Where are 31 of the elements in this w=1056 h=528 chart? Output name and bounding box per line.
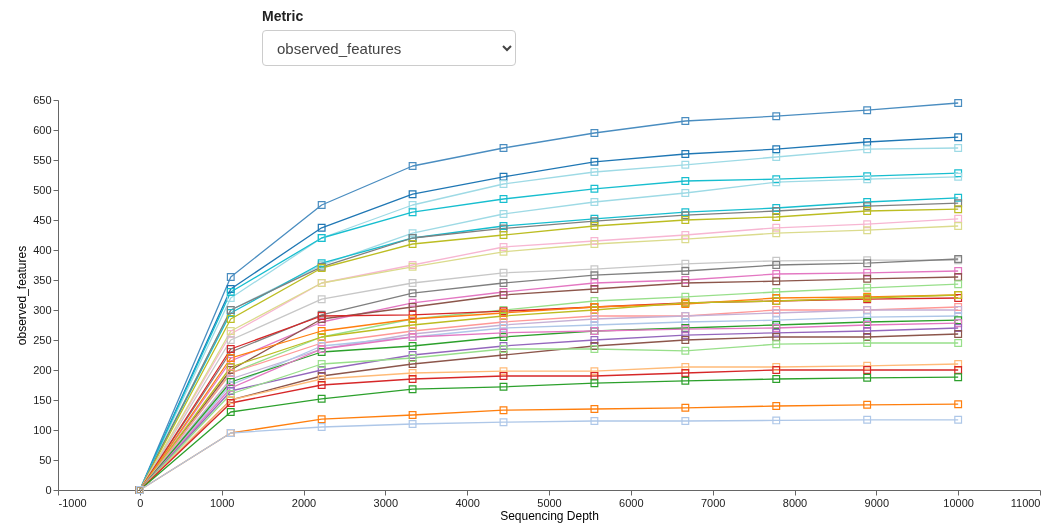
y-tick-label: 100 xyxy=(33,423,52,436)
x-tick-label: 3000 xyxy=(373,496,399,509)
y-tick-label: 600 xyxy=(33,123,52,136)
x-tick-label: -1000 xyxy=(58,496,87,509)
y-tick-label: 500 xyxy=(33,183,52,196)
x-tick-label: 8000 xyxy=(782,496,808,509)
x-tick-label: 2000 xyxy=(291,496,317,509)
y-tick-label: 250 xyxy=(33,333,52,346)
y-tick-label: 50 xyxy=(39,453,52,466)
x-tick-label: 10000 xyxy=(943,496,974,509)
x-tick-label: 4000 xyxy=(455,496,480,509)
x-axis-title: Sequencing Depth xyxy=(500,508,599,523)
y-tick-label: 200 xyxy=(33,363,52,376)
y-tick-label: 550 xyxy=(33,153,52,166)
y-tick-label: 650 xyxy=(33,93,52,106)
y-tick-label: 300 xyxy=(33,303,52,316)
x-tick-label: 9000 xyxy=(864,496,890,509)
x-tick-label: 6000 xyxy=(619,496,644,509)
text: Metric xyxy=(262,8,305,24)
x-tick-label: 5000 xyxy=(537,496,562,509)
y-tick-label: 450 xyxy=(33,213,52,226)
y-tick-label: 350 xyxy=(33,273,52,286)
x-tick-label: 1000 xyxy=(209,496,235,509)
x-tick-label: 7000 xyxy=(700,496,726,509)
y-axis-title: observed_features xyxy=(15,245,30,346)
metric-dropdown: observed_features xyxy=(262,30,516,66)
x-tick-label: 11000 xyxy=(1010,496,1041,509)
y-tick-label: 400 xyxy=(33,243,52,256)
x-tick-label: 0 xyxy=(137,496,144,509)
y-tick-label: 150 xyxy=(33,393,52,406)
y-tick-label: 0 xyxy=(45,483,52,496)
